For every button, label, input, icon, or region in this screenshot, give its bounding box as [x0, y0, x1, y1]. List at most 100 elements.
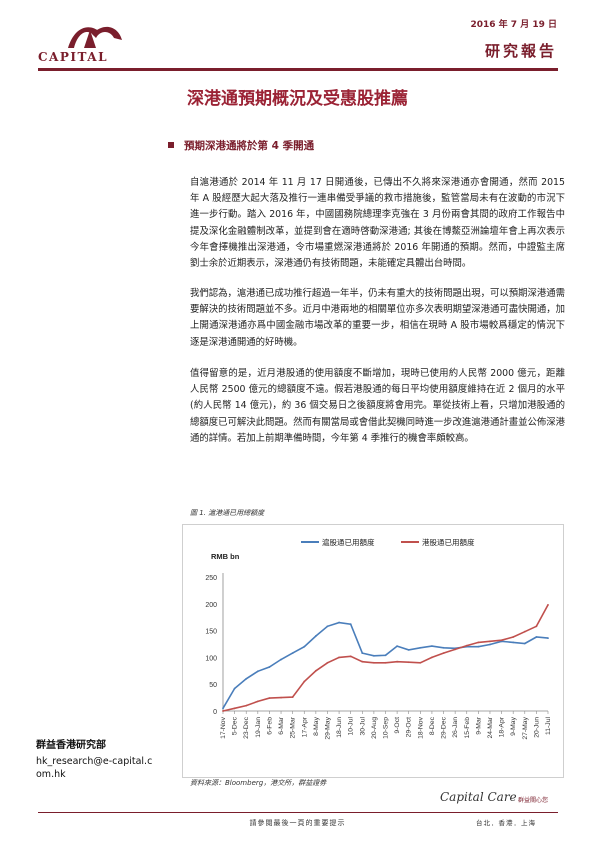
- series-2-point: [338, 656, 340, 659]
- series-line-2: [222, 604, 549, 712]
- series-1-point: [361, 652, 364, 655]
- legend-label-1: 滬股通已用額度: [322, 537, 375, 547]
- x-tick-label: 20-Jun: [533, 717, 540, 738]
- x-tick-label: 5-Dec: [232, 716, 239, 735]
- footer-brand: Capital Care: [440, 790, 517, 804]
- y-axis-label: RMB bn: [211, 552, 240, 561]
- x-tick-label: 20-Aug: [371, 717, 378, 739]
- series-2-point: [547, 603, 549, 606]
- x-tick-label: 29-Dec: [441, 716, 448, 739]
- series-1-point: [372, 654, 375, 657]
- series-1-point: [547, 637, 549, 640]
- logo-text: CAPITAL: [38, 50, 109, 64]
- header-divider: [38, 68, 558, 71]
- x-tick-label: 18-Apr: [499, 716, 506, 737]
- x-tick-label: 9-Mar: [475, 716, 482, 734]
- series-1-point: [407, 648, 410, 651]
- series-1-point: [349, 623, 352, 626]
- paragraph-2: 我們認為，滬港通已成功推行超過一年半，仍未有重大的技術問題出現，可以預期深港通需…: [190, 288, 566, 348]
- x-tick-label: 9-May: [510, 716, 517, 735]
- series-1-point: [314, 635, 317, 637]
- section-heading: 預期深港通將於第 4 季開通: [184, 140, 315, 152]
- series-1-point: [245, 677, 248, 680]
- footer-brand-cn: 群益關心您: [518, 797, 549, 804]
- series-2-point: [477, 641, 480, 644]
- series-2-point: [500, 639, 503, 642]
- series-1-point: [431, 645, 433, 648]
- series-1-point: [442, 646, 445, 649]
- series-1-point: [338, 621, 340, 624]
- x-tick-label: 23-Dec: [243, 716, 250, 739]
- series-2-point: [489, 640, 491, 643]
- x-tick-label: 26-Jan: [452, 717, 459, 738]
- x-tick-label: 10-Jul: [348, 717, 355, 736]
- sidebar-email[interactable]: hk_research@e-capital.com.hk: [36, 756, 153, 780]
- y-tick-label: 150: [205, 629, 217, 636]
- quota-line-chart: RMB bn 0 50 100 150 200 250 17-Nov 5-Dec 23-Dec 19…: [182, 524, 564, 778]
- paragraph-3: 值得留意的是，近月港股通的使用額度不斷增加，現時已使用約人民幣 2000 億元，…: [190, 368, 566, 444]
- series-1-point: [280, 658, 282, 661]
- series-2-point: [326, 661, 329, 664]
- x-tick-label: 18-Nov: [417, 716, 424, 739]
- series-1-point: [222, 707, 224, 710]
- series-2-point: [442, 652, 445, 655]
- series-2-point: [465, 644, 468, 647]
- series-1-point: [256, 670, 259, 673]
- x-tick-label: 6-Mar: [278, 716, 285, 734]
- capital-logo-icon: [68, 26, 122, 48]
- series-2-point: [535, 625, 538, 628]
- series-1-point: [326, 625, 329, 628]
- x-tick-label: 8-May: [313, 716, 320, 735]
- series-2-point: [280, 696, 282, 699]
- x-tick-label: 19-Jan: [255, 717, 262, 738]
- x-tick-label: 17-Apr: [301, 716, 308, 737]
- y-tick-label: 200: [205, 602, 217, 609]
- series-2-point: [361, 660, 364, 663]
- series-2-point: [419, 661, 422, 664]
- series-2-point: [303, 680, 306, 683]
- series-2-point: [512, 636, 515, 638]
- series-2-point: [396, 660, 399, 663]
- series-2-point: [245, 704, 248, 707]
- series-1-point: [535, 636, 538, 638]
- series-2-point: [291, 696, 294, 698]
- x-tick-label: 27-May: [522, 716, 529, 739]
- x-tick-label: 15-Feb: [464, 717, 471, 739]
- y-tick-label: 0: [213, 709, 217, 716]
- series-1-point: [291, 652, 294, 655]
- x-tick-label: 10-Sep: [383, 717, 390, 739]
- series-2-point: [407, 661, 410, 664]
- y-tick-label: 250: [205, 575, 217, 582]
- series-1-point: [489, 643, 491, 646]
- x-tick-label: 25-Mar: [290, 716, 297, 738]
- report-type: 研究報告: [484, 42, 557, 60]
- x-tick-label: 29-May: [324, 716, 331, 739]
- x-tick-label: 17-Nov: [220, 716, 227, 739]
- series-1-point: [512, 641, 515, 644]
- x-tick-label: 30-Jul: [359, 717, 366, 736]
- series-2-point: [314, 669, 317, 672]
- series-2-point: [233, 707, 236, 710]
- x-tick-label: 8-Dec: [429, 716, 436, 735]
- series-1-point: [477, 645, 480, 648]
- series-1-point: [523, 642, 526, 645]
- x-tick-label: 24-Mar: [487, 716, 494, 738]
- y-tick-label: 50: [209, 682, 217, 689]
- series-2-point: [256, 700, 259, 703]
- series-2-point: [349, 655, 352, 658]
- series-2-point: [523, 630, 526, 633]
- series-1-point: [396, 645, 399, 648]
- paragraph-1: 自滬港通於 2014 年 11 月 17 日開通後，已傳出不久將來深港通亦會開通…: [190, 177, 565, 270]
- series-1-point: [233, 687, 236, 690]
- footer-divider: [38, 812, 558, 813]
- series-2-point: [384, 661, 387, 664]
- footer-cities: 台北．香港．上海: [476, 819, 536, 827]
- x-tick-label: 29-Oct: [406, 717, 413, 738]
- figure-source: 資料來源：Bloomberg，港交所，群益證券: [190, 779, 327, 787]
- section-bullet-icon: [168, 142, 174, 148]
- report-date: 2016 年 7 月 19 日: [470, 20, 557, 30]
- series-2-point: [268, 697, 271, 700]
- sidebar-org-name: 群益香港研究部: [36, 740, 106, 751]
- legend-label-2: 港股通已用額度: [422, 537, 475, 547]
- series-line-1: [222, 621, 549, 709]
